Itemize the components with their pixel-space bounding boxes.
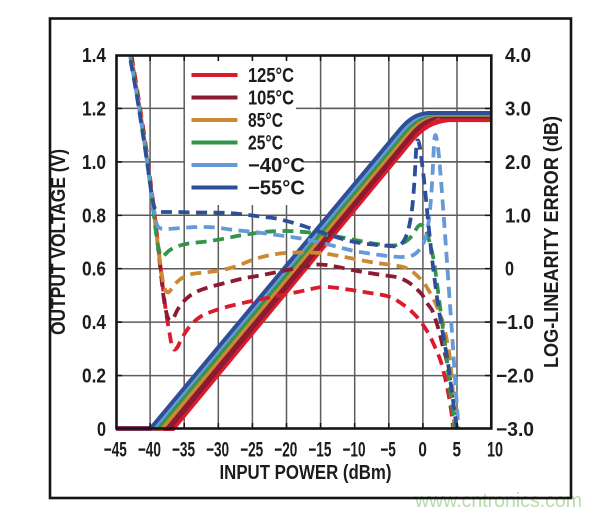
svg-text:2.0: 2.0 [505, 152, 531, 174]
svg-text:125°C: 125°C [248, 65, 294, 87]
svg-text:105°C: 105°C [248, 88, 294, 110]
svg-text:0: 0 [97, 419, 106, 441]
svg-text:−20: −20 [274, 439, 297, 462]
svg-text:1.2: 1.2 [82, 98, 106, 120]
svg-text:5: 5 [452, 439, 461, 462]
svg-text:25°C: 25°C [248, 133, 283, 155]
svg-text:−25: −25 [240, 439, 263, 462]
svg-text:1.4: 1.4 [82, 45, 107, 67]
svg-text:0.4: 0.4 [82, 312, 107, 334]
svg-text:INPUT POWER (dBm): INPUT POWER (dBm) [220, 462, 392, 484]
svg-text:−55°C: −55°C [248, 178, 305, 200]
svg-text:LOG-LINEARITY ERROR (dB): LOG-LINEARITY ERROR (dB) [541, 116, 563, 368]
svg-text:OUTPUT VOLTAGE (V): OUTPUT VOLTAGE (V) [48, 149, 70, 335]
svg-text:0.2: 0.2 [82, 366, 106, 388]
svg-text:0.8: 0.8 [82, 205, 106, 227]
svg-text:www.cntronics.com: www.cntronics.com [414, 490, 582, 512]
svg-text:1.0: 1.0 [505, 205, 531, 227]
svg-text:−40: −40 [138, 439, 161, 462]
svg-text:1.0: 1.0 [82, 152, 106, 174]
svg-text:0.6: 0.6 [82, 259, 106, 281]
svg-text:4.0: 4.0 [505, 45, 531, 67]
svg-text:−35: −35 [172, 439, 195, 462]
svg-text:−2.0: −2.0 [496, 366, 534, 388]
svg-text:−45: −45 [104, 439, 127, 462]
svg-text:−3.0: −3.0 [496, 419, 534, 441]
svg-text:−1.0: −1.0 [496, 312, 534, 334]
svg-text:−30: −30 [206, 439, 229, 462]
svg-text:85°C: 85°C [248, 110, 283, 132]
svg-text:−40°C: −40°C [248, 155, 305, 177]
svg-text:10: 10 [487, 439, 503, 462]
svg-text:−15: −15 [308, 439, 331, 462]
svg-text:−10: −10 [343, 439, 366, 462]
svg-text:−5: −5 [380, 439, 396, 462]
svg-text:3.0: 3.0 [505, 98, 531, 120]
svg-text:0: 0 [505, 259, 514, 281]
svg-text:0: 0 [418, 439, 427, 462]
